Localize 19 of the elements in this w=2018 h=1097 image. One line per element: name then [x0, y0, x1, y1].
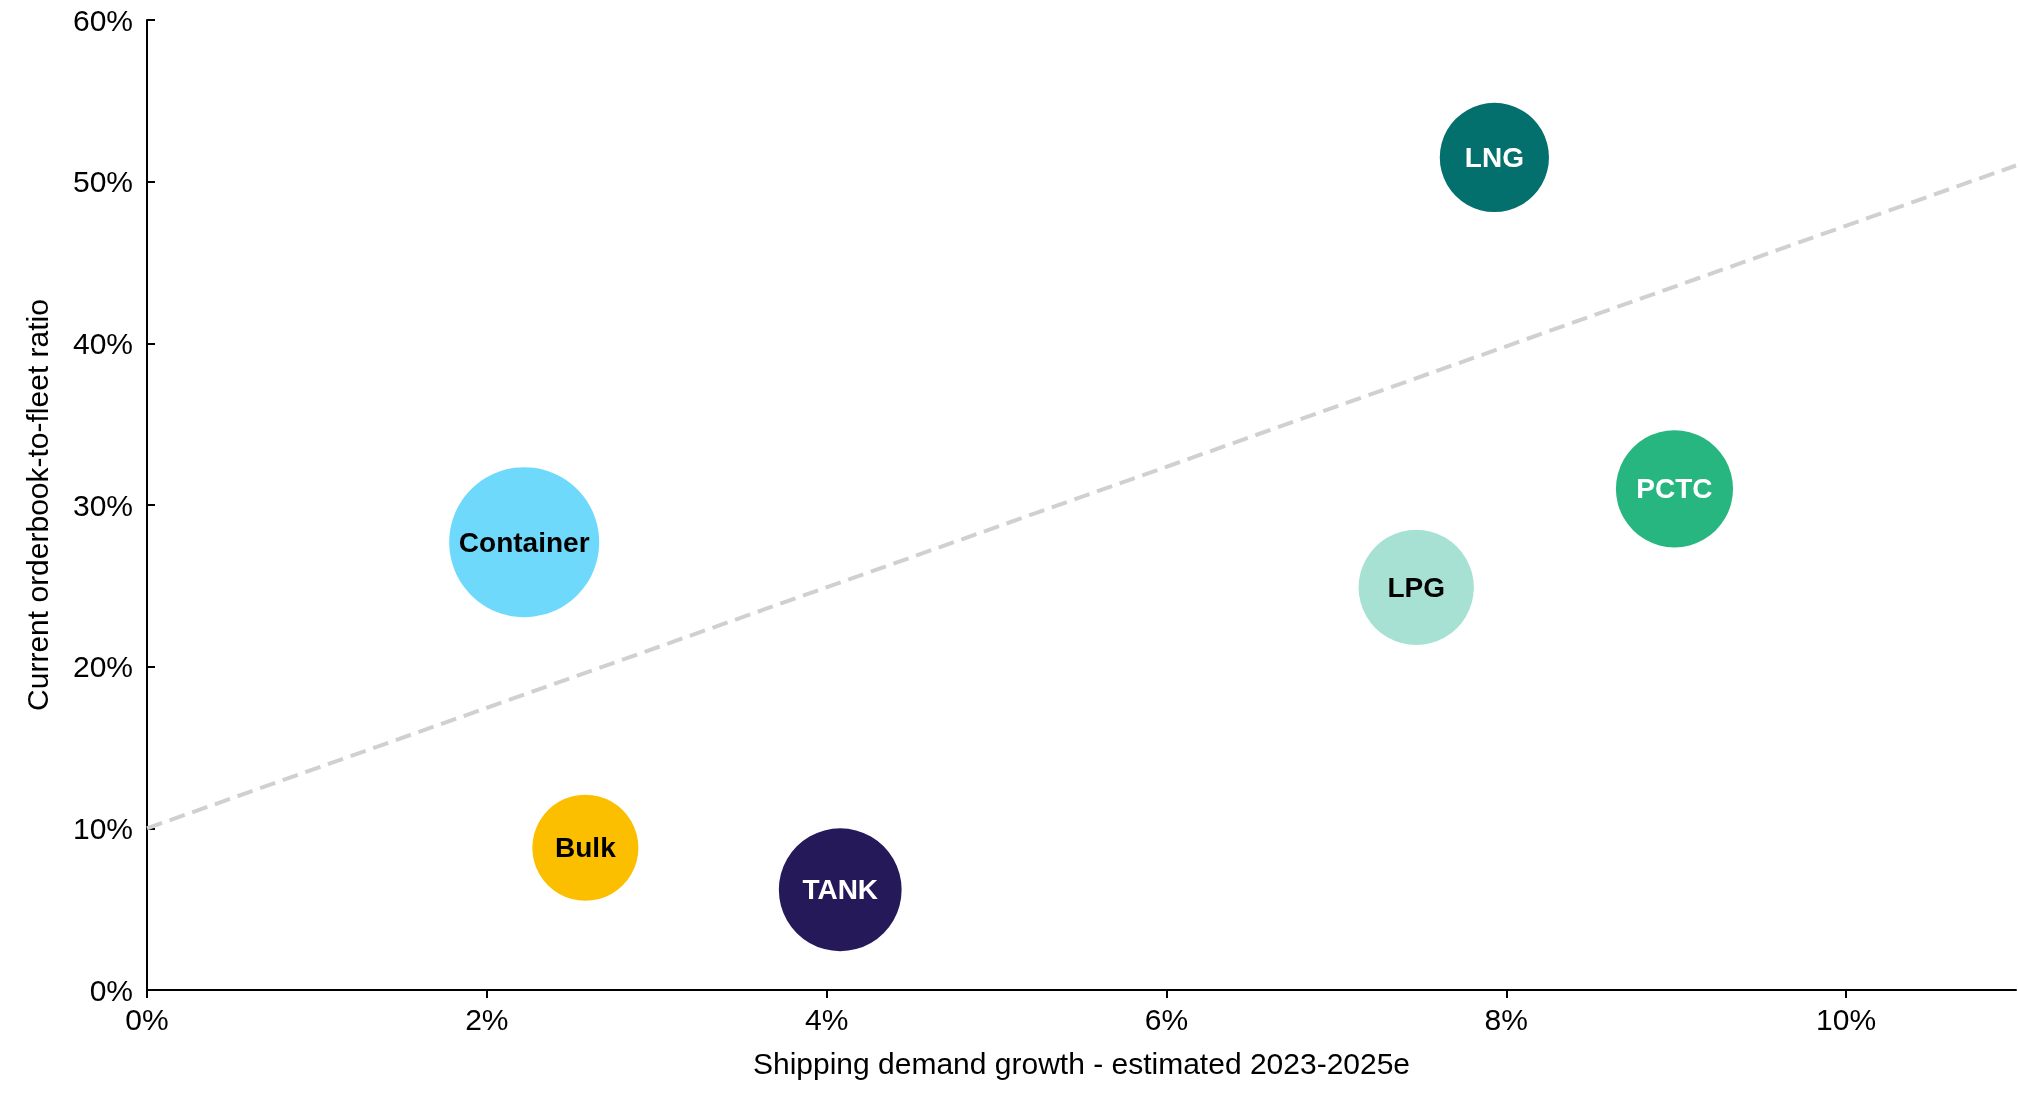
y-tick-label: 60% [72, 3, 133, 37]
series-label: Container [458, 526, 590, 558]
y-tick-label: 50% [72, 165, 133, 199]
x-tick-label: 6% [1144, 1002, 1189, 1036]
series-label: LPG [1387, 571, 1445, 603]
y-tick-label: 10% [72, 811, 133, 845]
series-label: Bulk [555, 832, 617, 864]
x-tick-label: 4% [804, 1002, 849, 1036]
series-label: PCTC [1636, 473, 1713, 505]
x-tick-label: 8% [1484, 1002, 1528, 1036]
x-tick-label: 2% [465, 1002, 509, 1036]
x-tick-label: 10% [1816, 1002, 1877, 1036]
x-axis-title: Shipping demand growth - estimated 2023-2025e [752, 1046, 1411, 1080]
y-tick-label: 30% [72, 488, 133, 522]
y-tick-label: 20% [72, 650, 133, 684]
y-axis-title: Current orderbook-to-fleet ratio [20, 299, 54, 711]
series-label: TANK [802, 874, 879, 906]
series-label: LNG [1464, 141, 1524, 173]
y-tick-label: 40% [72, 326, 133, 360]
